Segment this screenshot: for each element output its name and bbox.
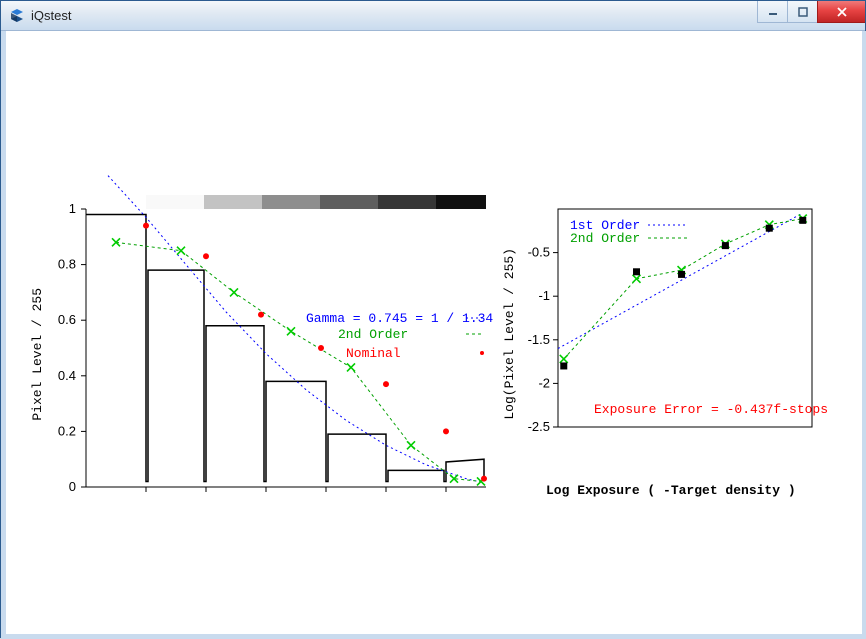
- maximize-button[interactable]: [787, 1, 817, 23]
- left-y-axis-label: Pixel Level / 255: [30, 288, 45, 421]
- svg-text:0.6: 0.6: [58, 312, 76, 327]
- legend-nominal: Nominal: [346, 346, 401, 361]
- left-chart: 00.20.40.60.81Gamma = 0.745 = 1 / 1.342n…: [86, 209, 486, 487]
- close-button[interactable]: [817, 1, 865, 23]
- minimize-button[interactable]: [757, 1, 787, 23]
- right-x-axis-label: Log Exposure ( -Target density ): [546, 483, 796, 498]
- svg-text:0: 0: [69, 479, 76, 494]
- legend-second: 2nd Order: [570, 231, 640, 246]
- window-controls: [757, 1, 865, 23]
- svg-text:-2.5: -2.5: [528, 419, 550, 434]
- client-area: 00.20.40.60.81Gamma = 0.745 = 1 / 1.342n…: [1, 31, 866, 639]
- svg-text:0.8: 0.8: [58, 257, 76, 272]
- right-chart: -2.5-2-1.5-1-0.51st Order2nd OrderExposu…: [558, 209, 812, 427]
- svg-text:0.4: 0.4: [58, 368, 76, 383]
- svg-text:-0.5: -0.5: [528, 245, 550, 260]
- app-icon: [9, 8, 25, 24]
- svg-text:-1: -1: [538, 288, 550, 303]
- right-y-axis-label: Log(Pixel Level / 255): [502, 248, 517, 420]
- legend-second: 2nd Order: [338, 327, 408, 342]
- svg-text:-2: -2: [538, 375, 550, 390]
- window-title: iQstest: [31, 8, 71, 23]
- exposure-error-text: Exposure Error = -0.437f-stops: [594, 402, 828, 417]
- svg-text:0.2: 0.2: [58, 423, 76, 438]
- svg-text:-1.5: -1.5: [528, 332, 550, 347]
- legend-gamma: Gamma = 0.745 = 1 / 1.34: [306, 311, 493, 326]
- app-window: iQstest 00.20.40.60.81Gamma = 0.745 = 1 …: [0, 0, 866, 638]
- titlebar[interactable]: iQstest: [1, 1, 865, 31]
- svg-text:1: 1: [69, 201, 76, 216]
